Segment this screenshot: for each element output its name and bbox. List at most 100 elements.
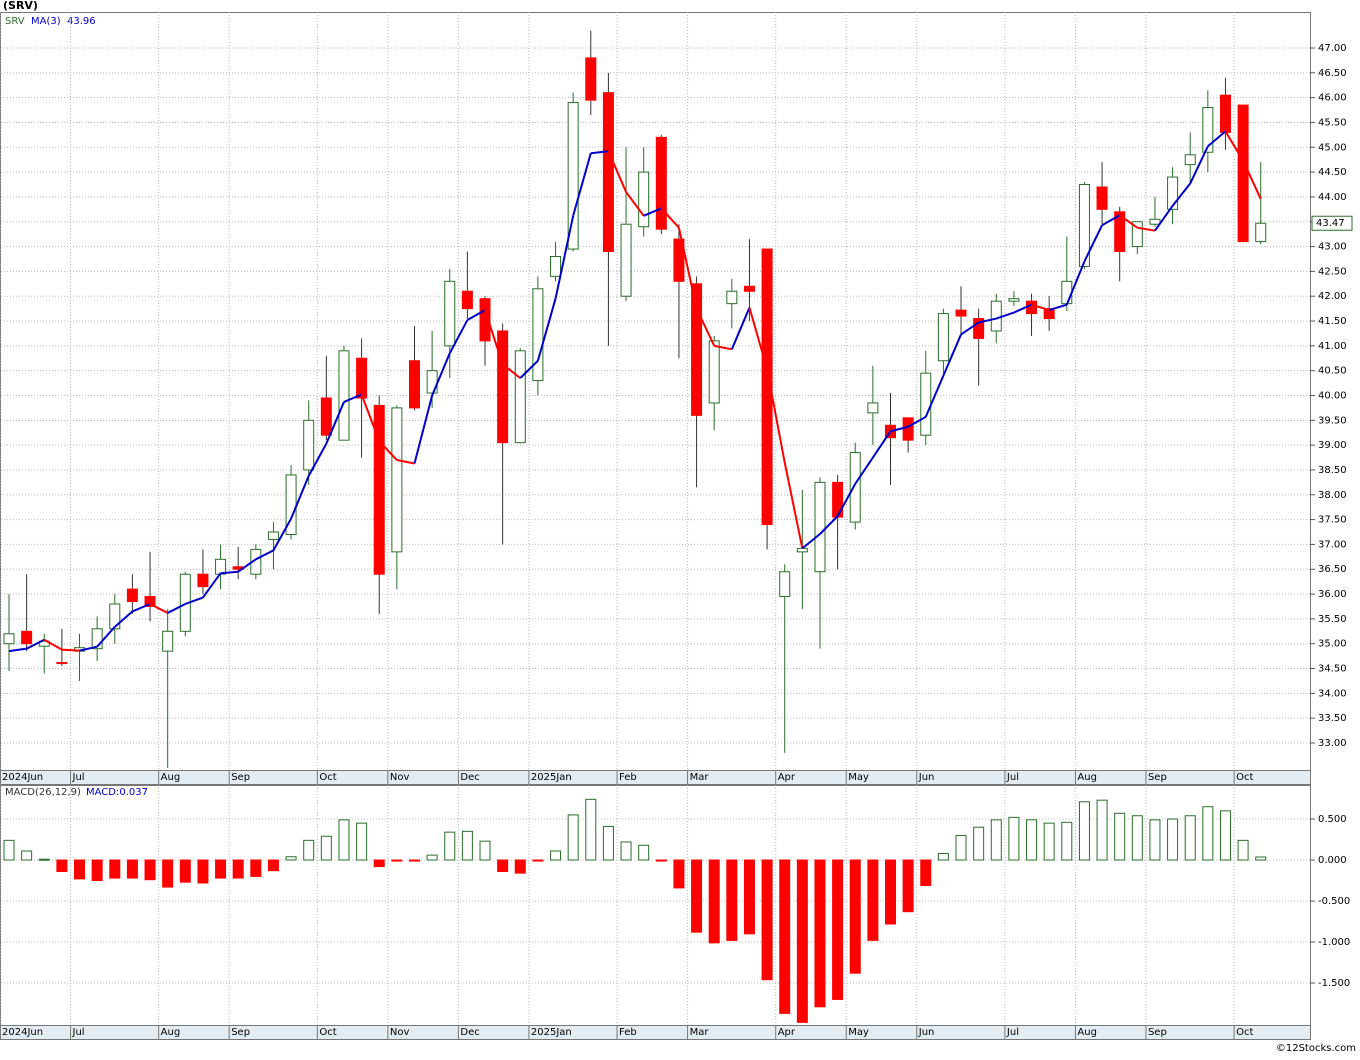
macd-bar (1096, 799, 1108, 861)
candle-body (708, 340, 720, 404)
y-tick-label: 35.00 (1318, 639, 1347, 650)
candle-body (1026, 300, 1038, 315)
ma-line (714, 344, 733, 351)
macd-bar (655, 859, 667, 862)
macd-bar (1219, 810, 1231, 861)
ma-line (907, 415, 927, 428)
legend-ma: MA(3) (31, 16, 61, 27)
macd-bar (1078, 801, 1090, 861)
candle-body (1131, 221, 1143, 248)
x-tick-label: Oct (1236, 1027, 1253, 1038)
candle-body (920, 372, 932, 436)
x-tick-label: 2025Jan (531, 1027, 572, 1038)
x-tick-label: Aug (1077, 1027, 1097, 1038)
macd-bar (1202, 806, 1214, 861)
last-price-label: 43.47 (1316, 218, 1345, 229)
macd-bar (1026, 819, 1038, 861)
ma-line (96, 626, 116, 648)
y-tick-label: 36.00 (1318, 589, 1347, 600)
ma-line (1242, 160, 1262, 200)
candle-body (779, 571, 791, 598)
candle-body (655, 136, 667, 230)
ma-line (325, 401, 345, 445)
candle-body (338, 350, 350, 441)
candle-body (56, 662, 68, 665)
macd-bar (91, 859, 103, 882)
macd-bar (303, 839, 315, 861)
y-tick-label: 46.50 (1318, 68, 1347, 79)
ma-line (132, 603, 151, 613)
x-tick-label: Jul (72, 772, 85, 783)
candle-body (38, 640, 50, 647)
candle-body (514, 350, 526, 444)
candle-body (1237, 104, 1249, 243)
candle-body (1043, 308, 1055, 320)
candle-body (849, 452, 861, 523)
y-tick-label: 40.50 (1318, 366, 1347, 377)
candle-body (1149, 218, 1161, 225)
macd-bar (426, 854, 438, 861)
ma-line (484, 309, 504, 365)
ma-line (590, 150, 609, 155)
candle-body (408, 360, 420, 409)
x-tick-label: May (848, 772, 869, 783)
candle-body (638, 171, 650, 228)
macd-bar (126, 859, 138, 879)
macd-bar (514, 859, 526, 874)
x-tick-label: Oct (319, 772, 336, 783)
macd-bar (602, 825, 614, 861)
legend-ticker: SRV (5, 16, 25, 27)
chart-title: (SRV) (3, 0, 38, 12)
macd-bar (74, 859, 86, 880)
y-tick-label: 39.50 (1318, 415, 1347, 426)
macd-bar (814, 859, 826, 1008)
macd-bar (1237, 839, 1249, 861)
ma-line (978, 317, 997, 324)
ma-line (43, 638, 63, 651)
candle-body (267, 531, 279, 540)
ma-line (202, 572, 222, 599)
x-tick-label: Jul (1006, 1027, 1019, 1038)
y-tick-label: 41.00 (1318, 341, 1347, 352)
y-tick-label: 45.50 (1318, 117, 1347, 128)
ma-line (167, 603, 186, 614)
macd-bar (21, 850, 33, 861)
y-tick-label: 40.00 (1318, 390, 1347, 401)
candle-body (955, 309, 967, 317)
macd-bar (920, 859, 932, 886)
candle-body (973, 318, 985, 339)
candle-body (1202, 107, 1214, 153)
candle-body (832, 481, 844, 518)
y-tick-label: -1.500 (1318, 978, 1350, 989)
macd-bar (38, 858, 50, 861)
x-tick-label: Jul (72, 1027, 85, 1038)
candle-body (391, 407, 403, 553)
macd-bar (673, 859, 685, 889)
macd-bar (391, 859, 403, 862)
candle-body (497, 330, 509, 444)
x-tick-label: Apr (778, 772, 796, 783)
macd-bar (973, 826, 985, 861)
candle-body (1061, 280, 1073, 305)
x-tick-label: Mar (690, 772, 710, 783)
legend-ma-value: 43.96 (67, 16, 96, 27)
macd-bar (1184, 815, 1196, 861)
ma-line (1101, 214, 1121, 227)
ma-line (660, 207, 680, 229)
x-tick-label: Apr (778, 1027, 796, 1038)
candle-body (479, 298, 491, 342)
macd-bar (1061, 821, 1073, 861)
ma-line (536, 298, 557, 362)
x-tick-label: Nov (390, 772, 410, 783)
y-tick-label: 33.00 (1318, 738, 1347, 749)
macd-bar (761, 859, 773, 981)
x-tick-label: Feb (619, 772, 637, 783)
ma-line (343, 393, 362, 403)
ma-line (149, 603, 169, 614)
ma-line (607, 150, 627, 193)
candle-body (91, 628, 103, 650)
ma-line (290, 475, 310, 519)
ma-line (960, 321, 980, 336)
